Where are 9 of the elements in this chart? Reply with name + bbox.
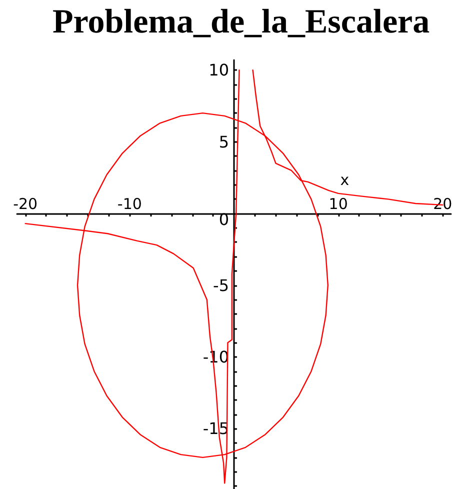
chart-title: Problema_de_la_Escalera: [52, 4, 430, 40]
x-tick-label: 10: [328, 195, 348, 214]
y-tick-label: 10: [208, 60, 229, 80]
y-tick-label: 5: [218, 132, 229, 152]
x-axis-title: x: [340, 171, 350, 190]
y-tick-label: -5: [213, 276, 229, 295]
x-tick-label: 20: [433, 195, 452, 214]
x-tick-label: -20: [13, 195, 38, 214]
x-tick-label: -10: [117, 195, 142, 214]
